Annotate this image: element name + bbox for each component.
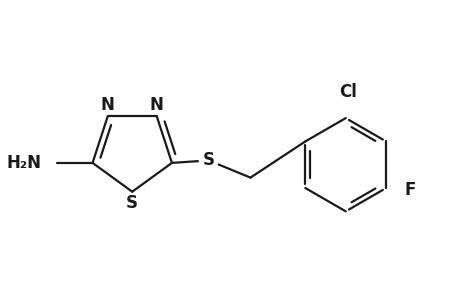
Text: S: S xyxy=(126,194,138,212)
Text: N: N xyxy=(101,96,114,114)
Text: S: S xyxy=(202,152,214,169)
Text: F: F xyxy=(404,182,415,200)
Text: H₂N: H₂N xyxy=(6,154,41,172)
Text: Cl: Cl xyxy=(338,83,356,101)
Text: N: N xyxy=(150,96,163,114)
